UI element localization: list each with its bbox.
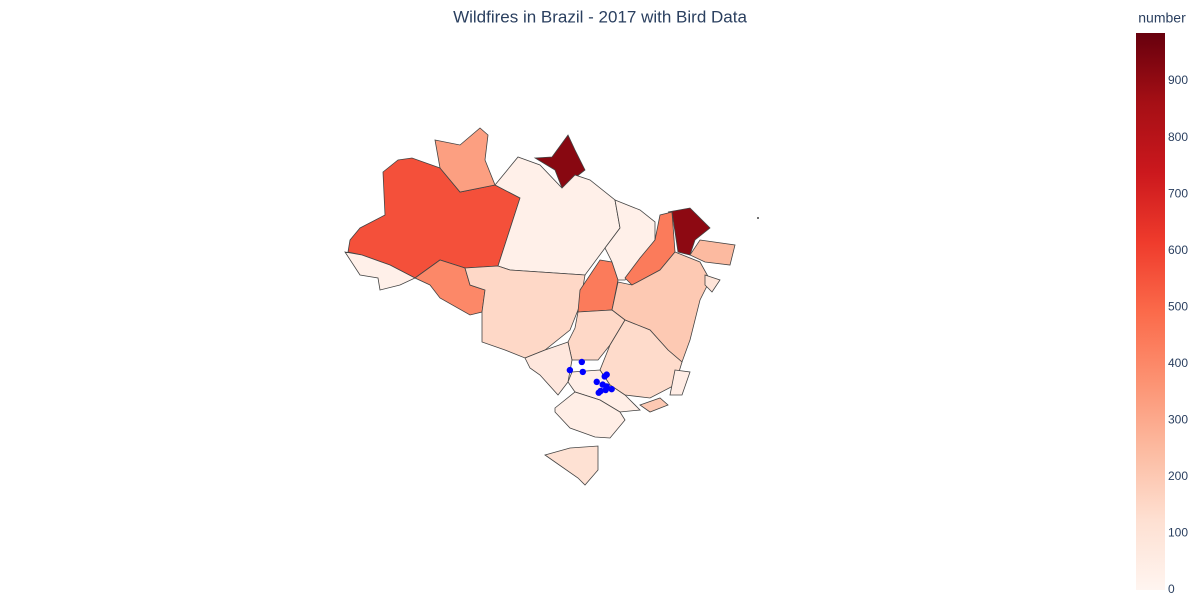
region (567, 309, 626, 361)
colorbar-tick-label: 700 (1168, 186, 1188, 200)
region (689, 239, 736, 266)
colorbar-tick-label: 0 (1168, 582, 1175, 596)
bird-point (593, 378, 600, 386)
region (533, 134, 586, 189)
colorbar-tick-label: 800 (1168, 130, 1188, 144)
region (639, 397, 669, 413)
chart-title: Wildfires in Brazil - 2017 with Bird Dat… (453, 7, 747, 26)
colorbar-tick-label: 200 (1168, 469, 1188, 483)
bird-point (601, 373, 608, 380)
bird-point (578, 358, 586, 366)
region (554, 391, 626, 439)
region (667, 207, 711, 256)
island (757, 217, 759, 219)
colorbar-tick-label: 900 (1168, 73, 1188, 87)
bird-point (602, 386, 609, 394)
colorbar-tick-label: 100 (1168, 526, 1188, 540)
bird-point (595, 389, 602, 396)
colorbar-tick-label: 500 (1168, 299, 1188, 313)
colorbar (1136, 33, 1165, 590)
colorbar-tick-label: 300 (1168, 413, 1188, 427)
region (434, 127, 496, 193)
map (344, 127, 736, 486)
colorbar-tick-label: 400 (1168, 356, 1188, 370)
region (704, 274, 721, 293)
region (344, 251, 416, 291)
colorbar-title: number (1138, 10, 1186, 26)
colorbar-tick-label: 600 (1168, 243, 1188, 257)
bird-point (566, 366, 574, 374)
region (669, 369, 691, 396)
bird-point (579, 368, 587, 376)
bird-point (608, 385, 615, 393)
region (544, 445, 599, 486)
